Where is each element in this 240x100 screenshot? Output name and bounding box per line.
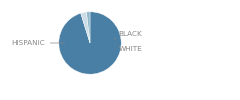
Wedge shape (59, 12, 121, 74)
Text: BLACK: BLACK (114, 31, 143, 39)
Wedge shape (86, 12, 90, 43)
Wedge shape (81, 12, 90, 43)
Text: HISPANIC: HISPANIC (11, 40, 65, 46)
Text: WHITE: WHITE (116, 45, 143, 52)
